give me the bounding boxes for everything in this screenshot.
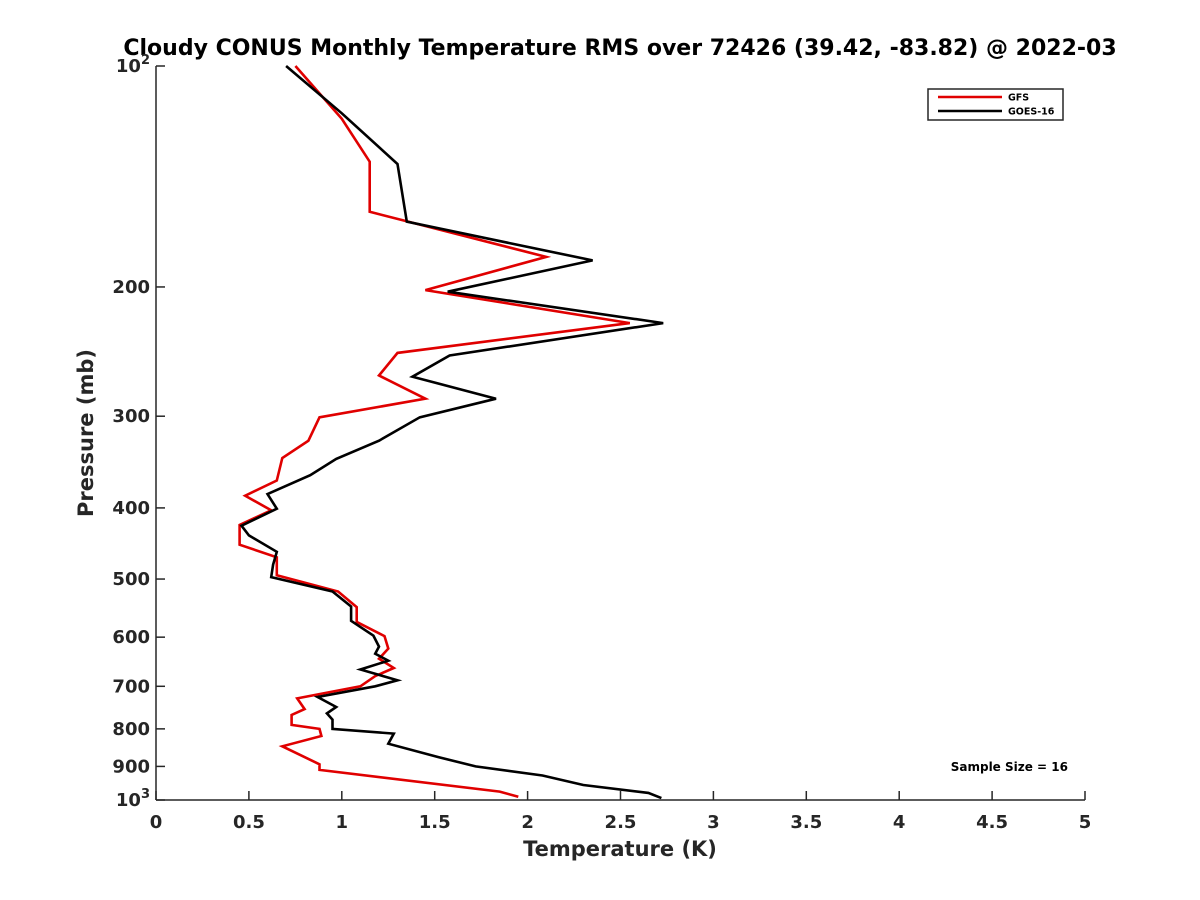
x-tick-label: 1 [336, 812, 349, 833]
y-tick-label-base: 900 [112, 756, 150, 777]
x-tick-label: 0 [150, 812, 163, 833]
y-tick-label: 500 [112, 569, 150, 590]
y-tick-label: 700 [112, 676, 150, 697]
sample-size-annotation: Sample Size = 16 [951, 760, 1068, 774]
y-tick-label-base: 400 [112, 498, 150, 519]
y-tick-label-base: 300 [112, 406, 150, 427]
y-tick-label: 900 [112, 756, 150, 777]
y-tick-label-base: 500 [112, 569, 150, 590]
x-axis-label: Temperature (K) [523, 837, 717, 861]
series-line-gfs [238, 65, 631, 799]
y-tick-label: 200 [112, 277, 150, 298]
x-tick-label: 1.5 [419, 812, 451, 833]
y-tick-label-base: 10 [116, 56, 141, 77]
x-tick-label: 4 [893, 812, 906, 833]
legend-box [927, 88, 1064, 121]
y-tick-label: 400 [112, 498, 150, 519]
series-line-goes-16 [239, 65, 664, 800]
y-tick-label: 102 [116, 53, 150, 77]
x-tick-label: 2 [521, 812, 534, 833]
y-tick-label-base: 200 [112, 277, 150, 298]
legend-entry-label: GFS [1008, 93, 1029, 104]
x-tick-label: 0.5 [233, 812, 265, 833]
y-axis-label: Pressure (mb) [74, 349, 98, 517]
y-tick-label-exponent: 3 [141, 787, 150, 802]
y-tick-label: 600 [112, 627, 150, 648]
x-tick-label: 2.5 [605, 812, 637, 833]
x-tick-label: 5 [1079, 812, 1092, 833]
y-tick-label-base: 600 [112, 627, 150, 648]
y-tick-label-base: 700 [112, 676, 150, 697]
x-tick-label: 3 [707, 812, 720, 833]
legend-entry-label: GOES-16 [1008, 107, 1055, 118]
x-tick-label: 4.5 [976, 812, 1008, 833]
y-tick-label-base: 800 [112, 719, 150, 740]
y-tick-label: 800 [112, 719, 150, 740]
x-tick-label: 3.5 [790, 812, 822, 833]
y-tick-label-exponent: 2 [141, 53, 150, 68]
y-tick-label-base: 10 [116, 790, 141, 811]
y-tick-label: 103 [116, 787, 150, 811]
y-tick-label: 300 [112, 406, 150, 427]
chart-title: Cloudy CONUS Monthly Temperature RMS ove… [123, 36, 1116, 61]
plot-area: 0 0.5 1 1.5 2 2.5 3 3.5 4 4.5 51022003004005006007… [112, 53, 1091, 833]
